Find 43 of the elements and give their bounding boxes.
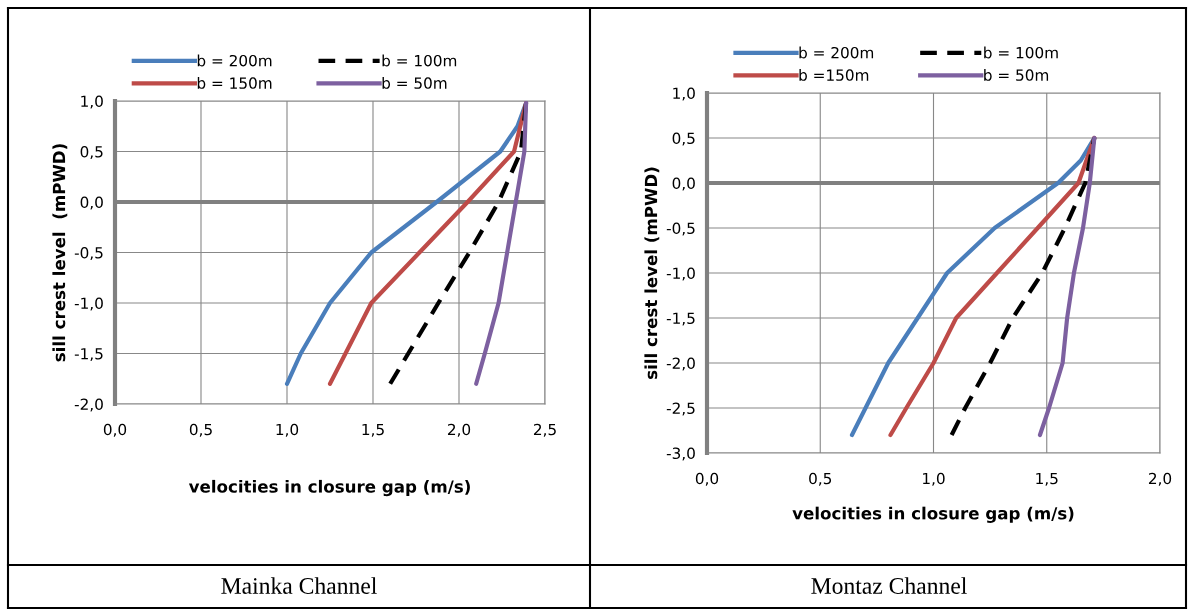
- y-tick-label: 1,0: [81, 95, 103, 109]
- x-tick-label: 2,5: [533, 423, 556, 437]
- x-tick-label: 1,5: [362, 423, 384, 437]
- y-tick-label: -2,0: [74, 398, 103, 412]
- y-tick-label: -1,0: [74, 297, 103, 311]
- y-tick-label: -2,5: [666, 402, 695, 416]
- x-axis-title: velocities in closure gap (m/s): [188, 479, 470, 497]
- y-tick-label: -1,0: [666, 267, 695, 281]
- y-tick-label: -2,0: [666, 357, 695, 371]
- legend-label: b = 50m: [984, 69, 1049, 81]
- legend-label: b =150m: [799, 69, 869, 81]
- x-tick-label: 1,0: [923, 472, 945, 486]
- line-series: [1037, 135, 1097, 438]
- line-series: [474, 101, 529, 386]
- legend-label: b = 100m: [984, 46, 1058, 59]
- x-tick-label: 0,5: [809, 472, 832, 486]
- x-tick-label: 1,0: [276, 423, 299, 437]
- x-tick-label: 0,0: [695, 472, 719, 486]
- legend-label: b = 150m: [197, 77, 272, 89]
- y-tick-label: -0,5: [74, 246, 103, 261]
- x-tick-label: 2,0: [447, 423, 471, 437]
- y-tick-label: 0,5: [672, 132, 695, 146]
- y-tick-label: 0,0: [80, 196, 103, 210]
- x-tick-label: 0,5: [189, 423, 212, 437]
- y-tick-label: 1,0: [673, 87, 695, 101]
- text: Mainka Channel: [221, 577, 377, 594]
- y-axis-title: sill crest level (mPWD): [52, 144, 68, 362]
- text: Montaz Channel: [811, 577, 967, 594]
- x-tick-label: 1,5: [1036, 472, 1058, 486]
- x-tick-label: 0,0: [103, 423, 127, 437]
- y-tick-label: 0,5: [80, 145, 103, 160]
- y-axis-title: sill crest level (mPWD): [644, 167, 660, 379]
- y-tick-label: -3,0: [666, 447, 695, 461]
- y-tick-label: -1,5: [74, 348, 103, 362]
- legend-label: b = 200m: [197, 54, 272, 67]
- legend-label: b = 200m: [799, 46, 874, 59]
- x-tick-label: 2,0: [1148, 472, 1172, 486]
- legend-label: b = 100m: [382, 54, 457, 67]
- y-tick-label: 0,0: [672, 177, 695, 191]
- legend-label: b = 50m: [382, 77, 447, 89]
- y-tick-label: -1,5: [666, 312, 695, 326]
- y-tick-label: -0,5: [666, 222, 695, 236]
- x-axis-title: velocities in closure gap (m/s): [792, 506, 1074, 523]
